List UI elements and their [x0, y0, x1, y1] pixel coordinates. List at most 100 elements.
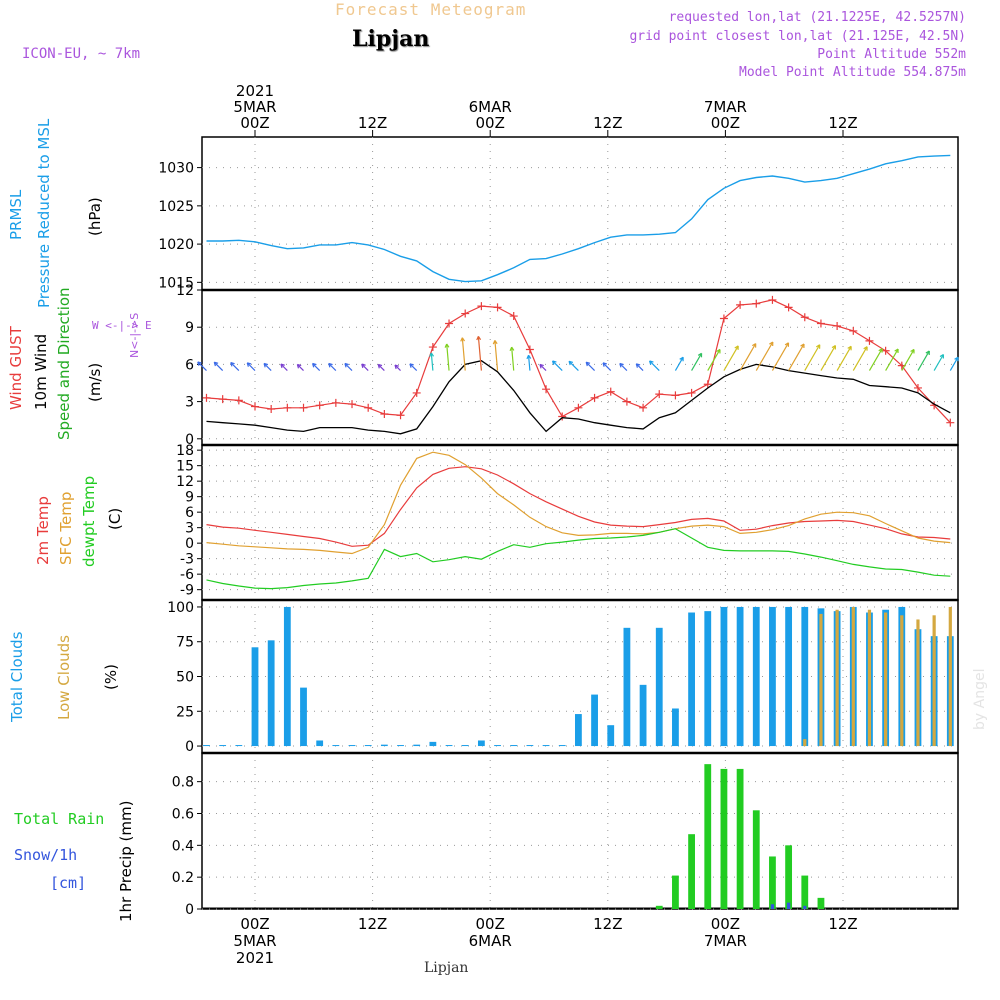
- wind-direction-arrowhead: [602, 362, 608, 367]
- rain-bar: [672, 875, 679, 909]
- gust-marker: [800, 313, 809, 322]
- rain-bar: [801, 875, 809, 909]
- wind-direction-arrow: [377, 364, 385, 372]
- wind-direction-arrowhead: [460, 337, 466, 342]
- requested-coords: requested lon,lat (21.1225E, 42.5257N): [668, 10, 966, 25]
- wind-direction-arrowhead: [361, 363, 366, 369]
- gust-marker: [542, 385, 551, 394]
- wind-direction-arrowhead: [769, 341, 774, 347]
- y-tick-label: 1030: [158, 161, 194, 177]
- dewpt-line: [206, 528, 951, 590]
- gust-marker: [622, 397, 631, 406]
- panel-pressure: [201, 136, 959, 291]
- y-tick-label: 0: [185, 432, 194, 448]
- bottom-time-label: 2021: [236, 949, 274, 967]
- total-cloud-bar: [235, 745, 243, 747]
- total-cloud-bar: [752, 606, 760, 747]
- gust-marker: [655, 390, 664, 399]
- wind-direction-arrowhead: [328, 362, 333, 368]
- wind-direction-arrow: [852, 346, 868, 371]
- wind-direction-arrow: [213, 361, 224, 372]
- wind-direction-arrow: [885, 348, 899, 371]
- gust-marker: [283, 403, 292, 412]
- wind-direction-arrowhead: [878, 348, 883, 353]
- wind-direction-arrow: [723, 345, 739, 371]
- total-cloud-bar: [251, 647, 259, 747]
- y-tick-label: 0.2: [172, 870, 194, 886]
- y-tick-label: 9: [185, 490, 194, 506]
- wind-direction-arrow: [868, 348, 883, 371]
- total-cloud-bar: [300, 687, 307, 747]
- rain-bar: [688, 834, 695, 909]
- model-altitude: Model Point Altitude 554.875m: [739, 65, 966, 80]
- temp2m-line: [206, 466, 951, 547]
- snow-bar: [770, 904, 775, 909]
- wind-direction-arrow: [246, 362, 256, 372]
- bottom-time-label: 12Z: [593, 915, 622, 933]
- gust-marker: [348, 400, 357, 409]
- top-time-label: 7MAR: [704, 98, 747, 116]
- total-cloud-bar: [397, 745, 404, 747]
- wind-direction-arrow: [901, 349, 915, 371]
- gust-marker: [234, 396, 243, 405]
- wind-direction-arrow: [477, 336, 482, 371]
- low-cloud-bar: [835, 609, 839, 747]
- low-cloud-bar: [948, 606, 952, 747]
- rain-bar: [704, 764, 712, 909]
- rain-label: Total Rain: [14, 810, 105, 828]
- wind-direction-arrow: [739, 343, 757, 371]
- wind-direction-arrowhead: [649, 360, 654, 365]
- gust-marker: [315, 401, 324, 410]
- panel-precip: [201, 752, 959, 910]
- point-altitude: Point Altitude 552m: [817, 47, 966, 62]
- wind-speed-line: [206, 360, 951, 435]
- wind-direction-arrow: [635, 363, 644, 372]
- wind-direction-arrow: [328, 363, 337, 372]
- wind-direction-arrowhead: [409, 363, 414, 368]
- wind-direction-arrow: [539, 364, 547, 372]
- wind-direction-arrowhead: [679, 356, 684, 362]
- gust-marker: [768, 295, 777, 304]
- top-time-label: 5MAR: [233, 98, 276, 116]
- y-tick-label: 6: [185, 357, 194, 373]
- gust-marker: [380, 410, 389, 418]
- top-time-label: 12Z: [593, 114, 622, 132]
- gust-marker: [364, 403, 373, 412]
- wind-direction-arrow: [344, 363, 353, 372]
- wind-direction-arrow: [430, 352, 434, 371]
- wind-direction-arrow: [552, 360, 563, 372]
- wind-direction-arrowhead: [716, 348, 721, 354]
- total-cloud-bar: [219, 745, 227, 747]
- gust-marker: [267, 405, 276, 414]
- low-cloud-bar: [851, 606, 855, 747]
- top-time-label: 6MAR: [469, 98, 512, 116]
- y-tick-label: 0.4: [172, 838, 194, 854]
- wind-direction-arrow: [361, 363, 369, 372]
- total-cloud-bar: [672, 708, 679, 747]
- y-tick-label: 0: [185, 536, 194, 552]
- wind-direction-arrow: [820, 345, 836, 371]
- bottom-time-label: 7MAR: [704, 932, 747, 950]
- gust-marker: [331, 398, 340, 407]
- gust-marker: [736, 300, 745, 309]
- y-tick-label: 1015: [158, 275, 194, 291]
- location-title: Lipjan: [352, 26, 430, 52]
- panel-frame: [201, 136, 959, 291]
- bottom-time-label: 12Z: [828, 915, 857, 933]
- wind-direction-arrow: [804, 344, 821, 371]
- top-time-label: 00Z: [240, 114, 269, 132]
- bottom-time-label: 6MAR: [469, 932, 512, 950]
- y-tick-label: 100: [167, 600, 194, 616]
- gust-marker: [849, 326, 858, 335]
- wind-direction-arrowhead: [784, 342, 790, 347]
- gust-marker: [816, 319, 825, 328]
- y-tick-label: 0.8: [172, 775, 194, 791]
- y-tick-label: 9: [185, 320, 194, 336]
- total-cloud-bar: [477, 740, 485, 747]
- wind-direction-arrowhead: [863, 346, 868, 351]
- total-cloud-bar: [203, 745, 210, 747]
- panel-frame: [201, 444, 959, 601]
- gust-marker: [719, 314, 728, 323]
- gust-marker: [703, 380, 712, 389]
- wind-direction-arrow: [649, 360, 660, 372]
